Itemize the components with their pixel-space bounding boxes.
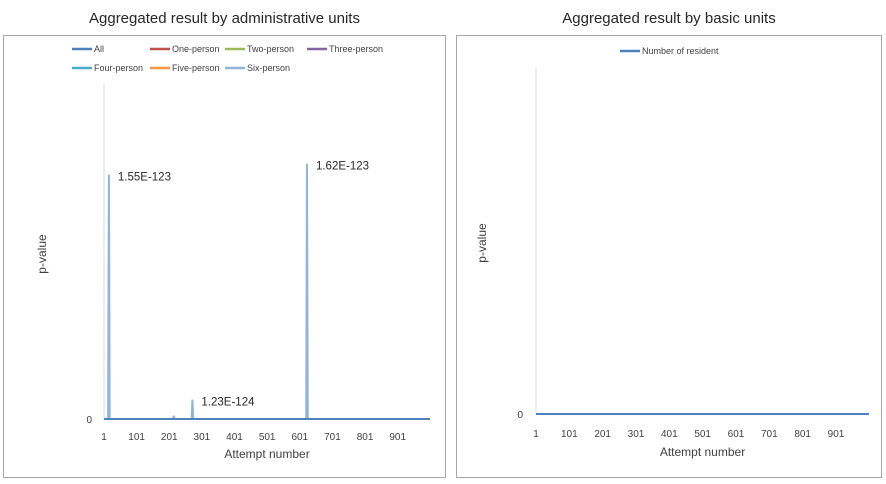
left-y-tick-label: 0 xyxy=(86,415,92,426)
left-x-tick-label: 1 xyxy=(101,432,107,443)
right-x-tick-label: 701 xyxy=(761,429,778,440)
right-x-tick-label: 901 xyxy=(828,429,845,440)
left-legend-label-two-person: Two-person xyxy=(247,44,294,54)
left-x-tick-label: 201 xyxy=(161,432,178,443)
right-x-axis-title: Attempt number xyxy=(660,445,745,459)
left-legend-label-three-person: Three-person xyxy=(329,44,383,54)
left-x-tick-label: 901 xyxy=(389,432,406,443)
right-x-tick-label: 401 xyxy=(661,429,678,440)
left-x-tick-label: 401 xyxy=(226,432,243,443)
right-x-tick-label: 801 xyxy=(794,429,811,440)
left-chart-panel xyxy=(3,35,446,478)
left-legend-label-five-person: Five-person xyxy=(172,63,220,73)
left-chart-title: Aggregated result by administrative unit… xyxy=(89,10,360,27)
left-legend-label-four-person: Four-person xyxy=(94,63,143,73)
left-series-line-six-person xyxy=(104,163,430,420)
left-x-tick-label: 501 xyxy=(259,432,276,443)
right-legend-label-number-of-resident: Number of resident xyxy=(642,46,719,56)
right-chart-panel xyxy=(456,35,882,478)
left-data-label: 1.62E-123 xyxy=(316,161,369,173)
left-x-tick-label: 601 xyxy=(291,432,308,443)
right-x-tick-label: 201 xyxy=(594,429,611,440)
right-x-tick-label: 301 xyxy=(628,429,645,440)
right-x-tick-label: 501 xyxy=(694,429,711,440)
left-data-label: 1.55E-123 xyxy=(118,172,171,184)
left-x-tick-label: 701 xyxy=(324,432,341,443)
left-legend-label-six-person: Six-person xyxy=(247,63,290,73)
right-chart-title: Aggregated result by basic units xyxy=(562,10,776,27)
right-y-tick-label: 0 xyxy=(517,410,523,421)
left-data-label: 1.23E-124 xyxy=(201,397,255,409)
left-x-axis-title: Attempt number xyxy=(224,447,309,461)
left-legend-label-one-person: One-person xyxy=(172,44,220,54)
right-x-tick-label: 601 xyxy=(728,429,745,440)
left-x-tick-label: 301 xyxy=(194,432,211,443)
left-x-tick-label: 101 xyxy=(128,432,145,443)
left-legend-label-all: All xyxy=(94,44,104,54)
right-x-tick-label: 101 xyxy=(561,429,578,440)
right-y-axis-title: p-value xyxy=(475,223,489,263)
right-x-tick-label: 1 xyxy=(533,429,539,440)
left-x-tick-label: 801 xyxy=(357,432,374,443)
left-y-axis-title: p-value xyxy=(35,234,49,274)
